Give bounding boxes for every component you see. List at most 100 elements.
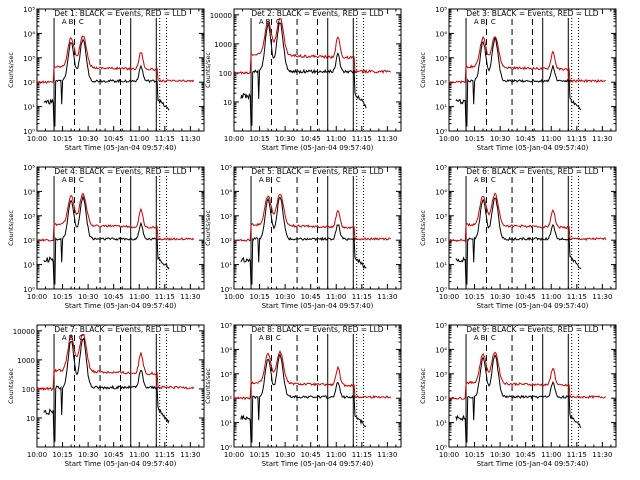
marker-label: B bbox=[69, 176, 74, 184]
x-tick-label: 11:15 bbox=[567, 451, 587, 459]
series-lld-line bbox=[36, 332, 195, 392]
x-tick-label: 11:30 bbox=[180, 451, 200, 459]
y-tick-label: 10000 bbox=[210, 12, 232, 20]
marker-label: B bbox=[266, 334, 271, 342]
y-tick-label: 10³ bbox=[220, 371, 232, 379]
series-lld-line bbox=[233, 194, 392, 242]
marker-label: B bbox=[69, 18, 74, 26]
series-events-line bbox=[455, 353, 582, 443]
y-tick-label: 10⁰ bbox=[435, 444, 447, 452]
x-tick-label: 11:00 bbox=[129, 451, 149, 459]
panel-det-3: 10⁰ 10¹ 10² 10³ 10⁴ 10⁵ 10:00 10:15 10:30 10:45 11… bbox=[419, 6, 617, 152]
y-tick-label: 10² bbox=[220, 237, 232, 245]
x-tick-label: 11:00 bbox=[129, 135, 149, 143]
x-tick-label: 11:15 bbox=[352, 135, 372, 143]
y-tick-label: 10⁴ bbox=[23, 30, 35, 38]
x-tick-label: 11:00 bbox=[326, 293, 346, 301]
title-background bbox=[463, 326, 602, 334]
y-tick-label: 10³ bbox=[23, 213, 35, 221]
x-tick-label: 11:15 bbox=[567, 293, 587, 301]
y-tick-label: 10¹ bbox=[23, 262, 35, 270]
marker-label: B bbox=[266, 176, 271, 184]
marker-label: C bbox=[79, 334, 84, 342]
y-tick-label: 1000 bbox=[214, 41, 232, 49]
y-tick-label: 10⁰ bbox=[23, 128, 35, 136]
y-tick-label: 10⁵ bbox=[435, 6, 447, 14]
x-tick-label: 10:45 bbox=[104, 451, 124, 459]
x-axis-label: Start Time (05-Jan-04 09:57:40) bbox=[65, 460, 177, 468]
y-tick-label: 10⁵ bbox=[220, 164, 232, 172]
x-tick-label: 11:15 bbox=[155, 135, 175, 143]
y-tick-label: 10⁰ bbox=[435, 128, 447, 136]
series-events-line bbox=[240, 353, 367, 443]
marker-label: A bbox=[259, 334, 264, 342]
y-tick-label: 10¹ bbox=[435, 104, 447, 112]
panel-det-5: 10⁰ 10¹ 10² 10³ 10⁴ 10⁵ 10:00 10:15 10:30 10:45 11… bbox=[204, 164, 402, 310]
title-background bbox=[248, 326, 387, 334]
x-tick-label: 10:30 bbox=[490, 135, 510, 143]
y-tick-label: 10 bbox=[26, 415, 35, 423]
x-tick-label: 11:30 bbox=[377, 451, 397, 459]
y-tick-label: 10¹ bbox=[23, 104, 35, 112]
series-events-line bbox=[43, 194, 170, 285]
panel-det-7: 10 100 1000 10000 10:00 10:15 10:30 10:45 11:00 1… bbox=[7, 324, 205, 468]
x-tick-label: 10:15 bbox=[249, 293, 269, 301]
title-background bbox=[463, 168, 602, 176]
x-tick-label: 10:30 bbox=[490, 293, 510, 301]
x-tick-label: 10:00 bbox=[224, 451, 244, 459]
marker-label: C bbox=[491, 18, 496, 26]
y-tick-label: 10³ bbox=[435, 55, 447, 63]
x-tick-label: 11:30 bbox=[592, 293, 612, 301]
y-axis-label: Counts/sec bbox=[419, 210, 427, 246]
x-tick-label: 10:15 bbox=[249, 135, 269, 143]
x-tick-label: 11:30 bbox=[180, 293, 200, 301]
x-tick-label: 11:15 bbox=[352, 451, 372, 459]
x-tick-label: 11:30 bbox=[377, 293, 397, 301]
x-tick-label: 10:15 bbox=[464, 293, 484, 301]
series-events-line bbox=[455, 36, 582, 127]
y-tick-label: 10¹ bbox=[220, 420, 232, 428]
x-tick-label: 10:45 bbox=[104, 293, 124, 301]
marker-label: C bbox=[79, 176, 84, 184]
x-tick-label: 11:30 bbox=[377, 135, 397, 143]
x-axis-label: Start Time (05-Jan-04 09:57:40) bbox=[477, 144, 589, 152]
marker-label: A bbox=[62, 176, 67, 184]
panel-det-6: 10⁰ 10¹ 10² 10³ 10⁴ 10⁵ 10:00 10:15 10:30 10:45 11… bbox=[419, 164, 617, 310]
x-tick-label: 10:30 bbox=[78, 451, 98, 459]
y-tick-label: 10² bbox=[435, 237, 447, 245]
x-tick-label: 10:45 bbox=[104, 135, 124, 143]
title-background bbox=[248, 168, 387, 176]
x-tick-label: 10:45 bbox=[516, 135, 536, 143]
series-lld-line bbox=[448, 351, 606, 401]
x-tick-label: 10:30 bbox=[78, 135, 98, 143]
marker-label: B bbox=[481, 176, 486, 184]
series-events-line bbox=[240, 22, 367, 126]
x-tick-label: 10:00 bbox=[27, 451, 47, 459]
x-tick-label: 11:00 bbox=[326, 451, 346, 459]
x-tick-label: 11:15 bbox=[155, 293, 175, 301]
y-tick-label: 10⁰ bbox=[220, 286, 232, 294]
y-axis-label: Counts/sec bbox=[204, 368, 212, 404]
y-tick-label: 10000 bbox=[13, 328, 35, 336]
y-tick-label: 10⁵ bbox=[23, 6, 35, 14]
y-tick-label: 10⁵ bbox=[220, 322, 232, 330]
x-tick-label: 10:30 bbox=[490, 451, 510, 459]
x-tick-label: 10:00 bbox=[27, 293, 47, 301]
marker-label: C bbox=[491, 176, 496, 184]
y-tick-label: 10² bbox=[435, 79, 447, 87]
x-axis-label: Start Time (05-Jan-04 09:57:40) bbox=[262, 460, 374, 468]
x-tick-label: 10:15 bbox=[464, 135, 484, 143]
x-tick-label: 10:00 bbox=[224, 293, 244, 301]
marker-label: A bbox=[62, 334, 67, 342]
y-tick-label: 10⁴ bbox=[435, 30, 447, 38]
marker-label: B bbox=[481, 334, 486, 342]
x-tick-label: 10:45 bbox=[516, 451, 536, 459]
x-tick-label: 10:00 bbox=[27, 135, 47, 143]
y-tick-label: 10¹ bbox=[435, 420, 447, 428]
series-lld-line bbox=[233, 16, 392, 75]
x-axis-label: Start Time (05-Jan-04 09:57:40) bbox=[477, 302, 589, 310]
series-lld-line bbox=[36, 35, 195, 85]
y-tick-label: 10⁴ bbox=[435, 188, 447, 196]
x-axis-label: Start Time (05-Jan-04 09:57:40) bbox=[262, 144, 374, 152]
